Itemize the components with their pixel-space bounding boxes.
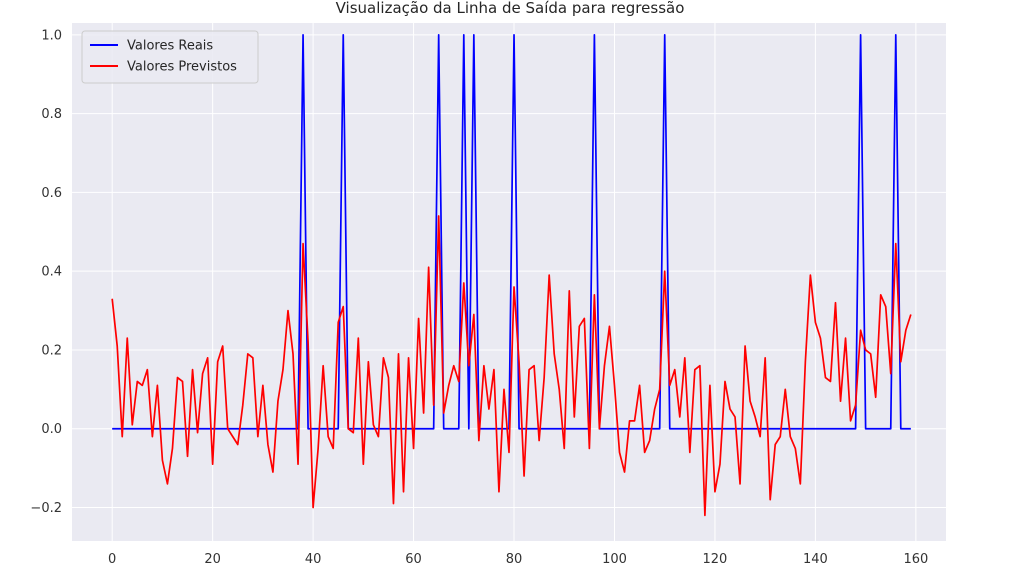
- x-tick-label: 140: [803, 552, 828, 567]
- x-tick-label: 160: [903, 552, 928, 567]
- series-line-valores-reais: [112, 33, 911, 430]
- y-tick-label: 0.2: [41, 343, 62, 358]
- y-tick-label: 0.8: [41, 107, 62, 122]
- legend-label: Valores Reais: [127, 39, 213, 54]
- y-tick-label: 0.0: [41, 422, 62, 437]
- y-tick-label: −0.2: [30, 501, 62, 516]
- x-tick-label: 100: [602, 552, 627, 567]
- x-tick-label: 40: [305, 552, 322, 567]
- chart-title: Visualização da Linha de Saída para regr…: [336, 0, 685, 17]
- y-axis-ticks: −0.2 0.0 0.2 0.4 0.6 0.8 1.0: [30, 28, 62, 516]
- x-tick-label: 80: [506, 552, 523, 567]
- y-tick-label: 0.6: [41, 186, 62, 201]
- x-axis-ticks: 0 20 40 60 80 100 120 140 160: [108, 552, 928, 567]
- legend-box: [81, 30, 259, 84]
- series-line-valores-previstos: [111, 215, 912, 517]
- y-tick-label: 1.0: [41, 28, 62, 43]
- legend: Valores Reais Valores Previstos: [81, 30, 259, 84]
- plot-area: [72, 23, 946, 541]
- legend-label: Valores Previstos: [127, 60, 237, 75]
- x-tick-label: 0: [108, 552, 116, 567]
- x-tick-label: 20: [204, 552, 221, 567]
- y-tick-label: 0.4: [41, 265, 62, 280]
- x-tick-label: 60: [405, 552, 422, 567]
- x-tick-label: 120: [703, 552, 728, 567]
- series-layer: [111, 33, 912, 517]
